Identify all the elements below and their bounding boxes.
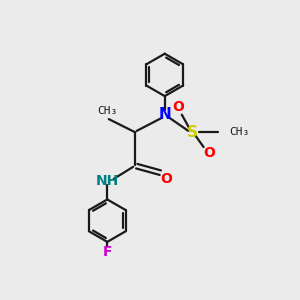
Text: F: F bbox=[103, 244, 112, 259]
Text: N: N bbox=[158, 107, 171, 122]
Text: O: O bbox=[203, 146, 215, 160]
Text: CH₃: CH₃ bbox=[97, 106, 117, 116]
Text: CH₃: CH₃ bbox=[230, 127, 250, 137]
Text: NH: NH bbox=[96, 174, 119, 188]
Text: O: O bbox=[160, 172, 172, 186]
Text: S: S bbox=[187, 125, 198, 140]
Text: O: O bbox=[172, 100, 184, 114]
